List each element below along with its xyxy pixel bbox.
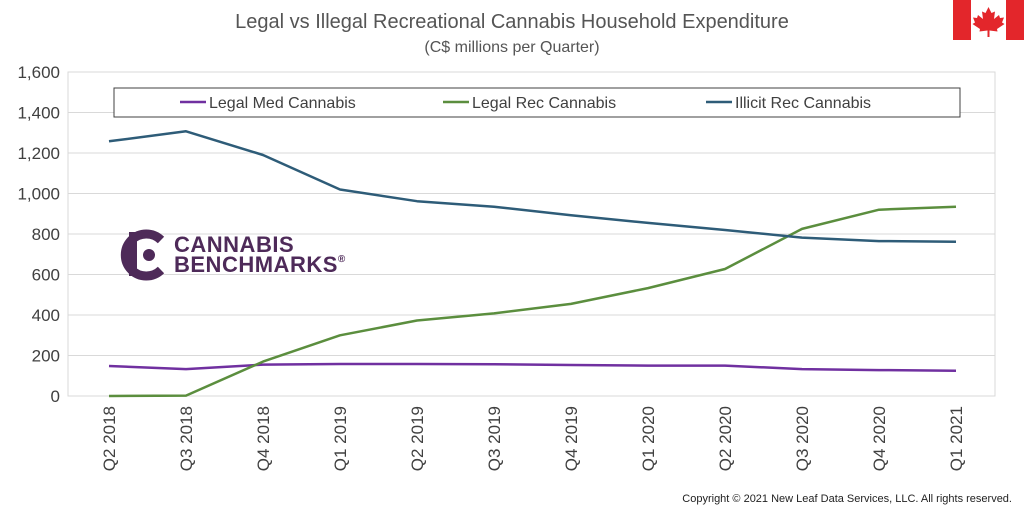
y-tick-label: 400	[32, 306, 60, 325]
cannabis-benchmarks-logo: CANNABIS BENCHMARKS®	[120, 229, 346, 281]
canada-flag-icon	[953, 0, 1024, 40]
legend-label-illicit-rec: Illicit Rec Cannabis	[735, 95, 871, 112]
y-tick-label: 1,600	[17, 63, 60, 82]
y-tick-label: 1,000	[17, 185, 60, 204]
x-tick-label: Q2 2018	[100, 406, 119, 471]
legend-label-legal-med: Legal Med Cannabis	[209, 95, 356, 112]
x-tick-label: Q3 2018	[177, 406, 196, 471]
x-tick-label: Q3 2020	[793, 406, 812, 471]
y-tick-label: 600	[32, 266, 60, 285]
legend-label-legal-rec: Legal Rec Cannabis	[472, 95, 616, 112]
x-tick-label: Q1 2019	[331, 406, 350, 471]
y-tick-label: 0	[51, 387, 60, 406]
y-tick-label: 1,400	[17, 104, 60, 123]
y-axis-ticks: 0 200 400 600 800 1,000 1,200 1,400 1,600	[17, 63, 60, 406]
y-tick-label: 1,200	[17, 144, 60, 163]
x-axis-ticks: Q2 2018 Q3 2018 Q4 2018 Q1 2019 Q2 2019 Q3 20…	[100, 406, 966, 471]
x-tick-label: Q1 2020	[639, 406, 658, 471]
copyright-notice: Copyright © 2021 New Leaf Data Services,…	[682, 493, 1012, 505]
logo-text-line1: CANNABIS	[174, 232, 294, 257]
plot-area: 0 200 400 600 800 1,000 1,200 1,400 1,600 Q2 201…	[17, 63, 996, 471]
x-tick-label: Q4 2019	[562, 406, 581, 471]
y-tick-label: 800	[32, 225, 60, 244]
chart-title: Legal vs Illegal Recreational Cannabis H…	[235, 11, 789, 33]
series-lines	[108, 130, 957, 398]
series-line-0	[108, 362, 957, 372]
series-line-2	[108, 130, 957, 243]
cannabis-benchmarks-logo-icon	[120, 229, 165, 281]
x-tick-label: Q1 2021	[947, 406, 966, 471]
x-tick-label: Q3 2019	[485, 406, 504, 471]
legend-item-illicit-rec: Illicit Rec Cannabis	[706, 95, 871, 112]
y-tick-label: 200	[32, 347, 60, 366]
legend: Legal Med Cannabis Legal Rec Cannabis Il…	[113, 87, 961, 118]
x-tick-label: Q2 2019	[408, 406, 427, 471]
x-tick-label: Q4 2018	[254, 406, 273, 471]
legend-item-legal-rec: Legal Rec Cannabis	[443, 95, 616, 112]
chart-subtitle: (C$ millions per Quarter)	[424, 39, 599, 56]
x-tick-label: Q4 2020	[870, 406, 889, 471]
legend-item-legal-med: Legal Med Cannabis	[180, 95, 356, 112]
x-tick-label: Q2 2020	[716, 406, 735, 471]
series-line-1	[108, 205, 957, 398]
logo-text-line2: BENCHMARKS®	[174, 252, 346, 277]
gridlines	[68, 71, 995, 397]
